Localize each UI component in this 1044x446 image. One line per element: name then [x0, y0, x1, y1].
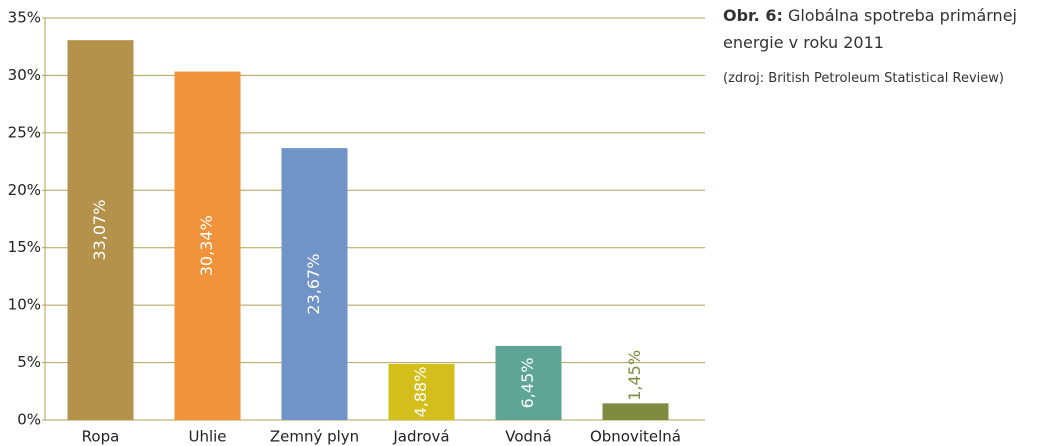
- x-tick-label: Uhlie: [188, 428, 226, 446]
- x-tick-label: Ropa: [82, 428, 120, 446]
- y-tick-label: 35%: [8, 9, 41, 27]
- value-label: 1,45%: [625, 350, 644, 401]
- chart-title: Globálna spotreba primárnej energie v ro…: [723, 6, 1017, 52]
- y-tick-label: 0%: [17, 411, 41, 429]
- value-label: 4,88%: [411, 367, 430, 418]
- y-tick-label: 5%: [17, 353, 41, 371]
- x-tick-label: Vodná: [505, 428, 552, 446]
- y-tick-label: 30%: [8, 66, 41, 84]
- value-label: 23,67%: [304, 254, 323, 315]
- value-label: 30,34%: [197, 215, 216, 276]
- chart: 0% 5% 10% 15% 20% 25% 30% 35% Ropa 33,07% Uhlie 30,…: [8, 9, 705, 446]
- y-tick-label: 10%: [8, 296, 41, 314]
- value-label: 33,07%: [90, 200, 109, 261]
- x-tick-label: Jadrová: [392, 428, 449, 446]
- source: (zdroj: British Petroleum Statistical Re…: [723, 71, 1004, 86]
- value-label: 6,45%: [518, 358, 537, 409]
- bar: [602, 403, 669, 420]
- y-tick-label: 15%: [8, 238, 41, 256]
- bar: [388, 363, 455, 420]
- y-tick-label: 25%: [8, 123, 41, 141]
- bar: [67, 40, 134, 421]
- x-tick-label: Obnovitelná: [590, 428, 681, 446]
- bar: [174, 71, 241, 420]
- bar: [281, 148, 348, 420]
- bar: [495, 345, 562, 420]
- figure-label: Obr. 6:: [723, 6, 783, 25]
- x-tick-label: Zemný plyn: [270, 428, 359, 446]
- caption: Obr. 6: Globálna spotreba primárnej ener…: [723, 2, 1041, 56]
- y-tick-label: 20%: [8, 181, 41, 199]
